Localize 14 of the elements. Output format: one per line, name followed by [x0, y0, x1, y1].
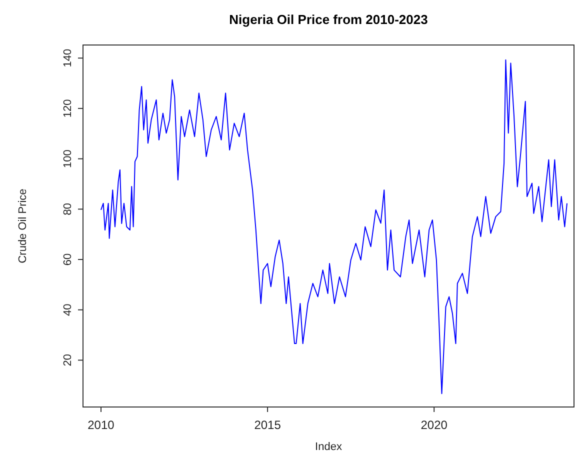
y-tick-label: 60 [62, 253, 74, 266]
x-tick-label: 2015 [254, 418, 282, 432]
x-axis-title: Index [315, 441, 342, 453]
x-tick-label: 2010 [88, 418, 115, 432]
y-tick-label: 20 [62, 354, 74, 366]
line-series [100, 59, 568, 394]
y-tick-label: 40 [62, 304, 74, 316]
y-axis-title: Crude Oil Price [17, 188, 29, 264]
chart-title: Nigeria Oil Price from 2010-2023 [229, 12, 428, 27]
y-tick-label: 140 [62, 48, 74, 68]
y-tick-label: 120 [62, 99, 74, 118]
y-tick-label: 100 [62, 150, 74, 168]
x-tick-label: 2020 [420, 418, 448, 432]
y-tick-label: 80 [62, 203, 74, 216]
